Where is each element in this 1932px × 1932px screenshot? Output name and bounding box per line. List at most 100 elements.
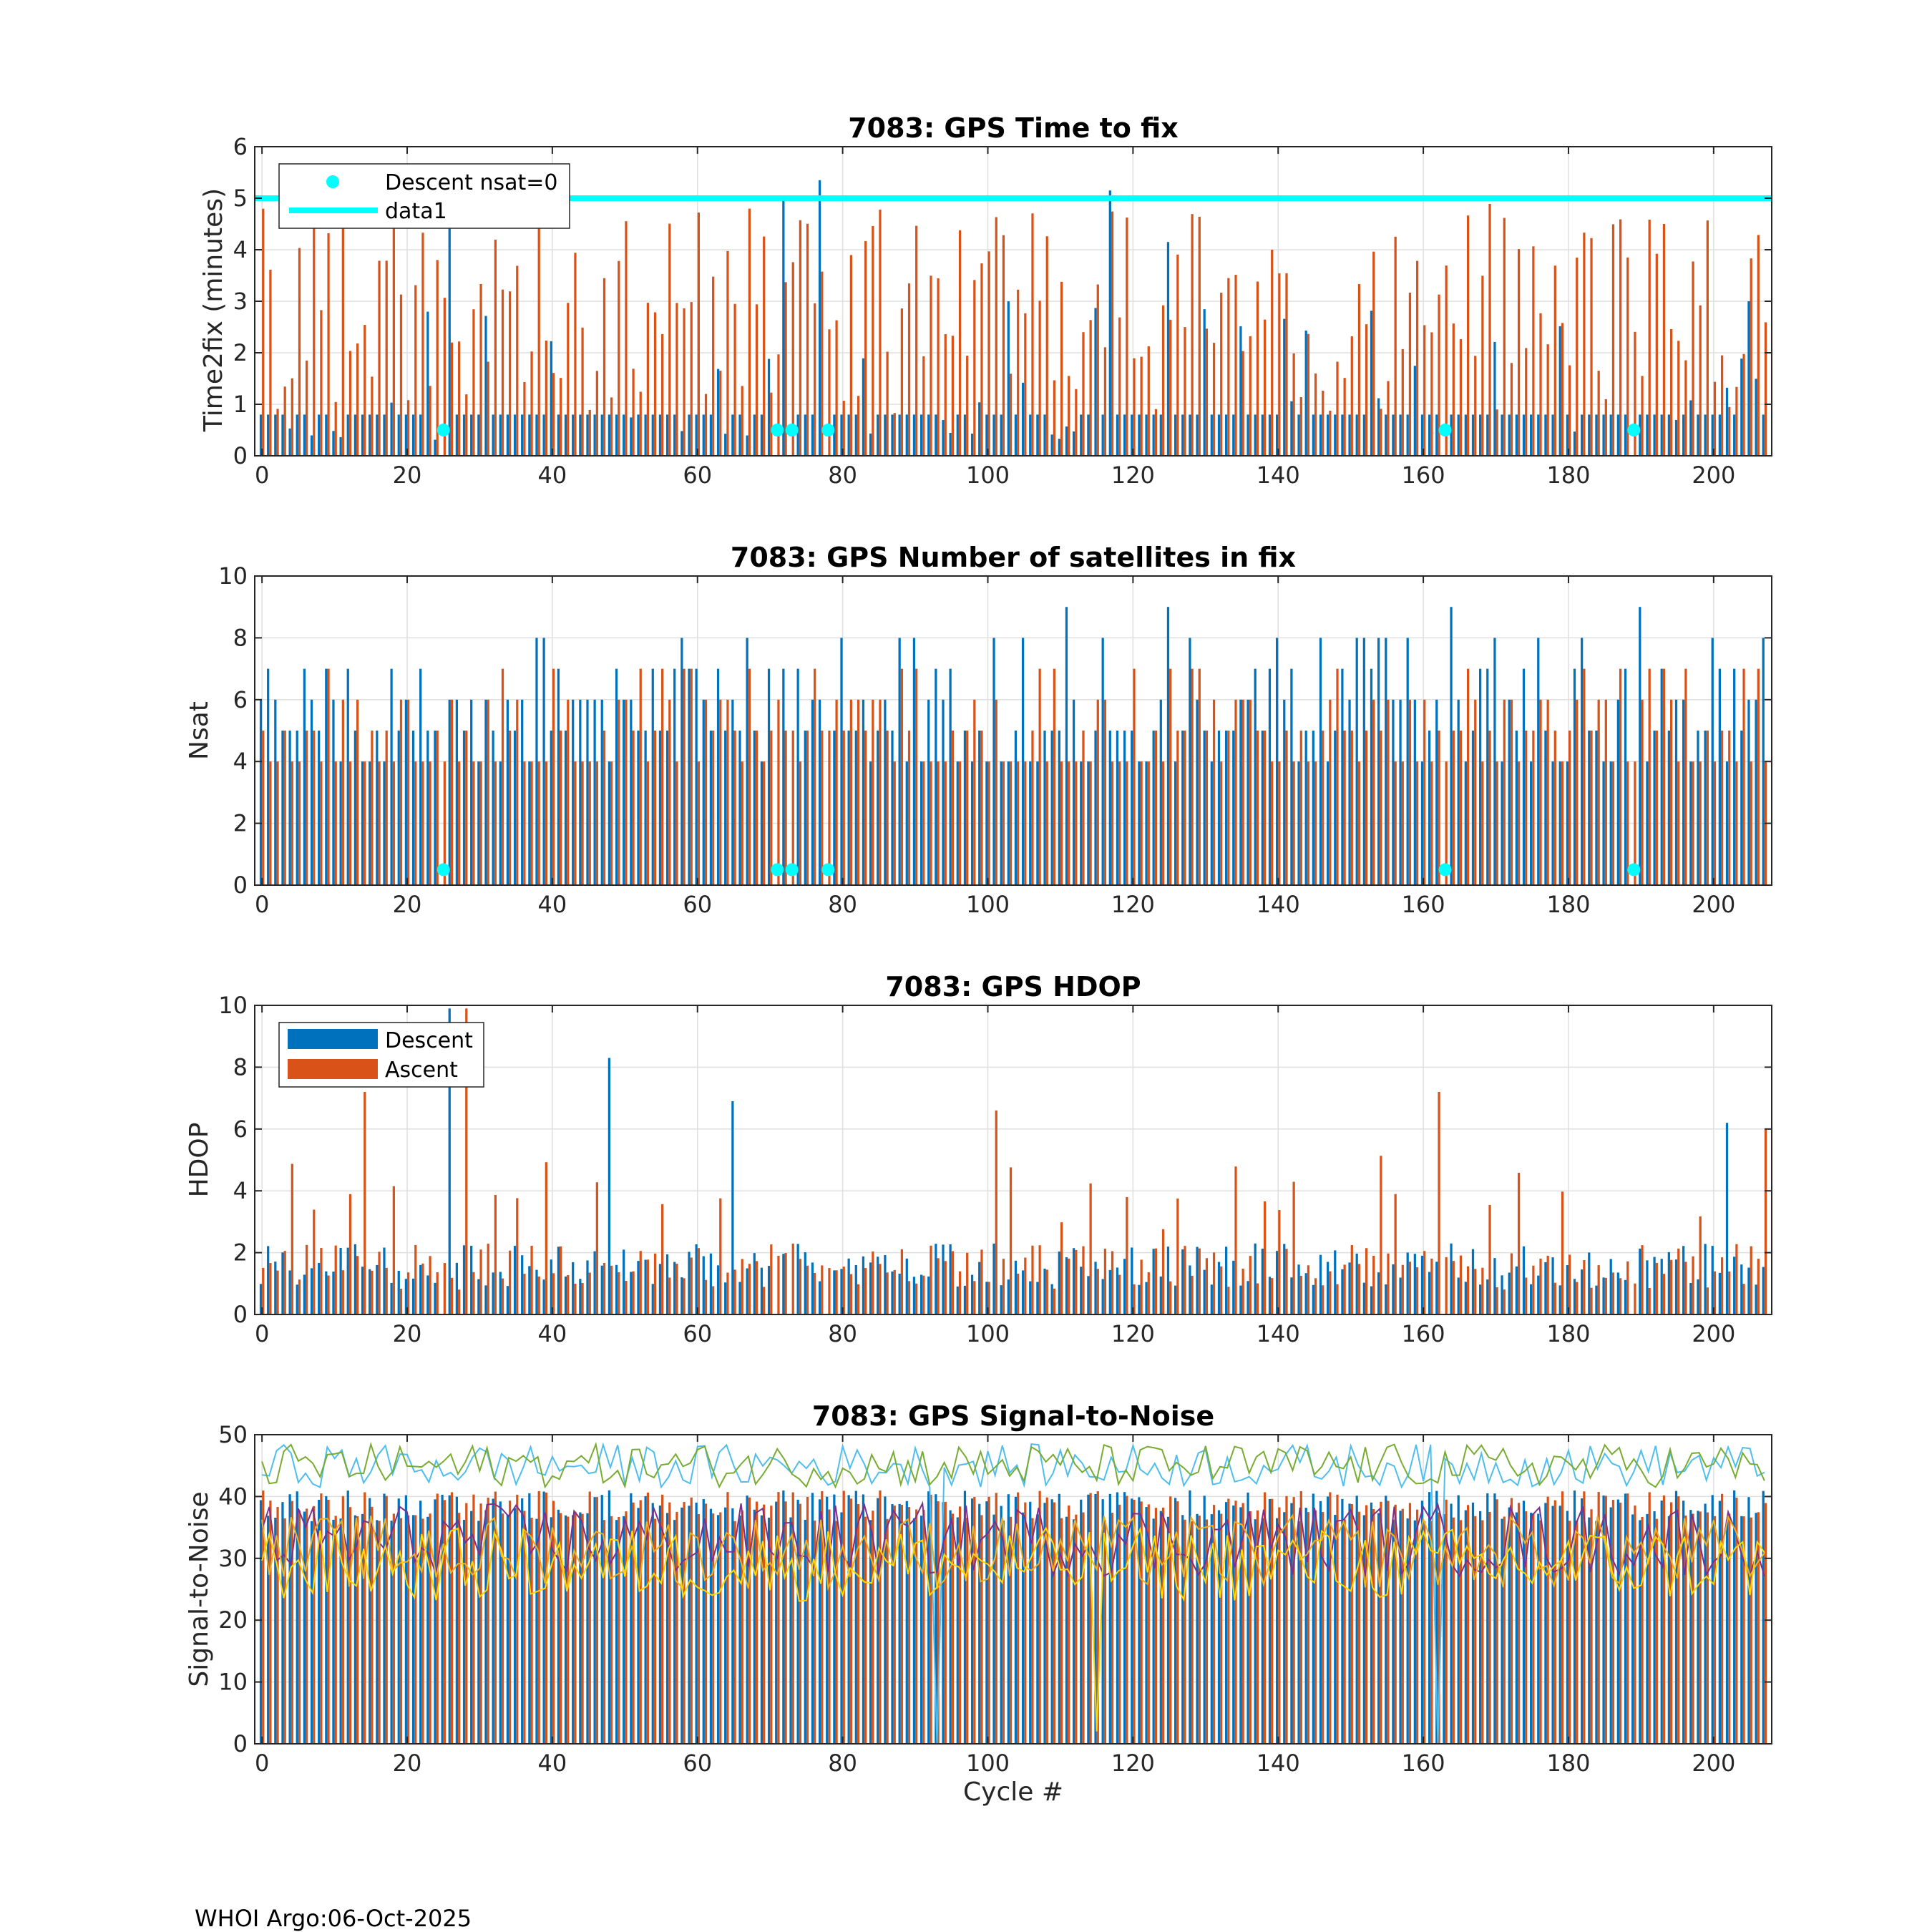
ascent-bar: [1220, 1513, 1223, 1744]
descent-bar: [419, 414, 422, 456]
ascent-bar: [806, 1496, 809, 1744]
descent-bar: [935, 1494, 937, 1744]
descent-bar: [426, 311, 429, 456]
descent-bar: [310, 699, 313, 885]
descent-bar: [1123, 731, 1126, 885]
descent-bar: [1036, 414, 1039, 456]
descent-bar: [811, 1262, 814, 1314]
hdop-axes-box: [254, 1005, 1772, 1315]
ascent-bar: [291, 378, 293, 456]
ascent-bar: [1365, 324, 1368, 456]
ascent-bar: [1626, 257, 1629, 456]
ascent-bar: [1299, 397, 1302, 456]
x-tick-label: 40: [538, 1320, 567, 1347]
descent-bar: [404, 1495, 408, 1744]
ascent-bar: [501, 668, 504, 885]
ascent-bar: [1720, 1257, 1724, 1314]
descent-bar: [847, 414, 850, 456]
descent-bar: [1479, 414, 1482, 456]
descent-bar: [1014, 1260, 1018, 1314]
ascent-bar: [1401, 348, 1404, 456]
descent-bar: [716, 369, 720, 456]
x-tick-label: 160: [1402, 891, 1445, 918]
descent-bar: [1602, 414, 1605, 456]
descent-bar: [404, 414, 408, 456]
ascent-bar: [1053, 1288, 1056, 1314]
ascent-bar: [1343, 378, 1346, 456]
descent-bar: [884, 1496, 887, 1744]
ascent-bar: [1140, 761, 1143, 885]
ascent-bar: [1024, 1257, 1027, 1314]
ascent-bar: [1024, 313, 1027, 456]
descent-bar: [1145, 1507, 1148, 1744]
ascent-bar: [1343, 731, 1346, 885]
descent-bar: [1138, 414, 1141, 456]
x-tick-label: 100: [966, 891, 1010, 918]
ascent-bar: [1184, 731, 1186, 885]
descent-bar: [1450, 1503, 1453, 1744]
ascent-bar: [806, 1265, 809, 1314]
descent-bar: [724, 1507, 727, 1744]
ascent-bar: [951, 731, 955, 885]
y-tick-label: 10: [218, 992, 248, 1019]
descent-bar: [274, 699, 277, 885]
descent-bar: [369, 1269, 371, 1314]
ascent-bar: [450, 699, 454, 885]
descent-bar: [593, 414, 596, 456]
ascent-bar: [907, 1507, 911, 1744]
x-tick-label: 160: [1402, 1750, 1445, 1777]
ascent-bar: [653, 1518, 657, 1744]
descent-bar: [1733, 668, 1736, 885]
descent-bar: [1566, 1265, 1568, 1314]
descent-bar: [1268, 668, 1272, 885]
descent-bar: [1189, 1490, 1191, 1744]
x-tick-label: 120: [1111, 462, 1155, 489]
ascent-bar: [1241, 1268, 1244, 1314]
ascent-bar: [1517, 1173, 1521, 1314]
ascent-bar: [668, 223, 671, 456]
ascent-bar: [407, 1272, 410, 1314]
ascent-bar: [1641, 1245, 1644, 1314]
descent-bar: [492, 731, 494, 885]
ascent-bar: [915, 225, 918, 456]
ascent-bar: [1089, 1183, 1092, 1314]
ascent-bar: [348, 761, 352, 885]
ascent-bar: [392, 214, 395, 456]
descent-bar: [658, 731, 662, 885]
descent-bar: [1174, 1498, 1177, 1744]
ascent-bar: [523, 381, 526, 456]
descent-bar: [1203, 731, 1206, 885]
descent-bar: [1682, 414, 1685, 456]
descent-bar: [353, 731, 357, 885]
descent-bar: [1653, 414, 1656, 456]
ascent-bar: [385, 1267, 388, 1314]
descent-bar: [1515, 414, 1518, 456]
descent-bar: [1334, 731, 1337, 885]
descent-bar: [1602, 1495, 1605, 1744]
ascent-bar: [995, 1493, 997, 1744]
descent-bar: [919, 1274, 923, 1314]
ascent-bar: [1532, 1513, 1535, 1744]
descent-bar: [746, 1268, 748, 1314]
descent-bar: [615, 1520, 618, 1744]
hdop-title: 7083: GPS HDOP: [885, 971, 1141, 1002]
ascent-bar: [371, 376, 374, 456]
ascent-bar: [1017, 761, 1020, 885]
time-to-fix-title: 7083: GPS Time to fix: [848, 112, 1179, 144]
ascent-bar: [1597, 1492, 1600, 1744]
descent-bar: [1755, 1284, 1757, 1314]
descent-bar: [1413, 1520, 1416, 1744]
ascent-bar: [1438, 294, 1440, 456]
descent-bar: [1646, 1513, 1649, 1744]
ascent-bar: [1336, 1284, 1339, 1314]
ascent-bar: [1408, 1262, 1412, 1314]
descent-bar: [949, 668, 952, 885]
ascent-bar: [1176, 254, 1179, 456]
descent-bar: [1377, 1513, 1380, 1744]
ascent-bar: [1002, 1259, 1005, 1314]
ascent-bar: [1038, 301, 1041, 456]
ascent-bar: [1590, 1287, 1593, 1314]
descent-bar: [658, 1505, 662, 1744]
ascent-bar: [1496, 1499, 1498, 1744]
x-tick-label: 120: [1111, 891, 1155, 918]
